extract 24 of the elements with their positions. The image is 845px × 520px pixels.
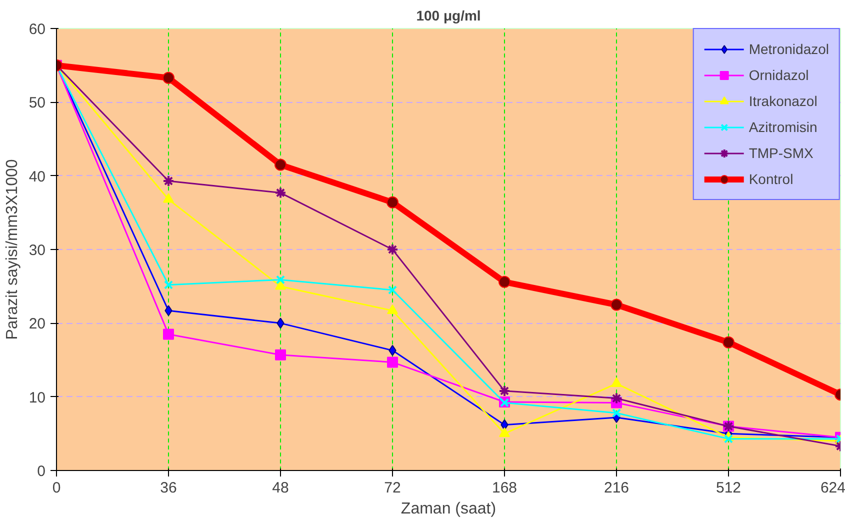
legend-label: Metronidazol: [748, 41, 829, 57]
y-tick-label: 10: [28, 389, 46, 406]
x-tick-label: 624: [820, 480, 845, 496]
legend-label: Ornidazol: [748, 67, 809, 83]
x-tick-label: 72: [384, 480, 401, 496]
legend-label: Azitromisin: [748, 119, 818, 135]
y-tick-label: 20: [28, 316, 46, 333]
legend-label: TMP-SMX: [748, 145, 814, 161]
y-tick-label: 30: [28, 242, 46, 259]
x-tick-label: 48: [272, 480, 289, 496]
y-tick-label: 40: [28, 168, 46, 186]
y-tick-label: 60: [28, 21, 46, 38]
y-axis-title: Parazit sayisi/mm3X1000: [4, 159, 21, 340]
x-tick-label: 168: [492, 480, 518, 496]
x-tick-label: 36: [160, 480, 177, 496]
legend-label: Itrakonazol: [748, 93, 818, 109]
x-tick-label: 512: [716, 480, 742, 496]
x-axis-title: Zaman (saat): [400, 500, 496, 518]
y-tick-label: 0: [37, 463, 46, 480]
chart-title: 100 μg/ml: [416, 8, 481, 24]
y-tick-label: 50: [28, 94, 46, 112]
legend-label: Kontrol: [748, 171, 794, 187]
x-tick-label: 0: [52, 480, 61, 496]
x-tick-label: 216: [604, 480, 630, 496]
